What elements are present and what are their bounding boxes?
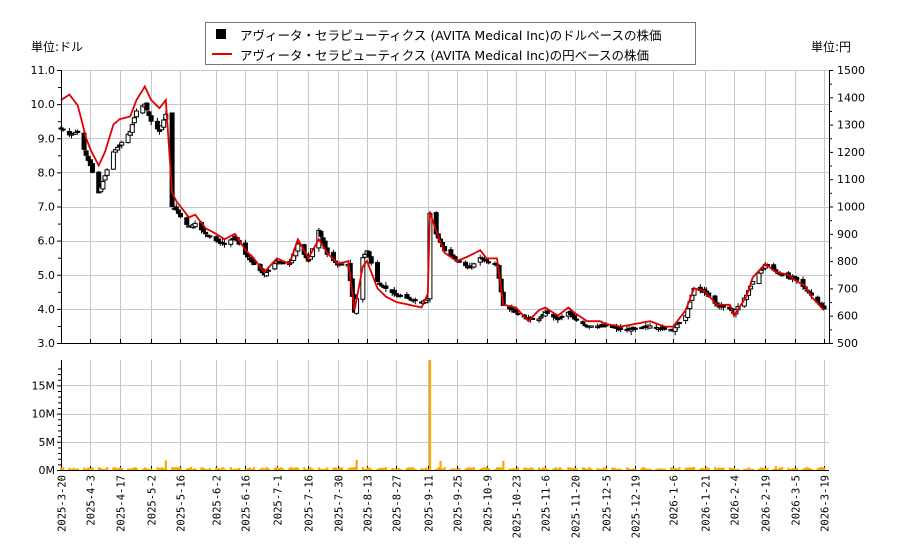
right-axis-tick-label: 600 [837, 310, 858, 323]
axes [57, 70, 833, 471]
x-axis-date-label: 2025-9-11 [424, 475, 436, 532]
right-axis-tick-label: 800 [837, 255, 858, 268]
left-axis-tick-label: 11.0 [31, 64, 56, 77]
usd-candlesticks [58, 102, 827, 336]
right-axis-tick-label: 700 [837, 282, 858, 295]
x-axis-date-label: 2026-2-4 [730, 475, 742, 526]
line-marker-icon [212, 53, 232, 55]
left-axis-tick-label: 6.0 [38, 235, 56, 248]
volume-axis-tick-label: 15M [32, 379, 56, 392]
legend-label-usd: アヴィータ・セラピューティクス (AVITA Medical Inc)のドルベー… [240, 27, 662, 43]
right-axis-tick-label: 1300 [837, 119, 865, 132]
x-axis-date-label: 2025-5-2 [147, 475, 159, 526]
x-axis-date-label: 2025-8-13 [363, 475, 375, 532]
left-axis-tick-label: 7.0 [38, 201, 56, 214]
x-axis-date-label: 2025-9-25 [453, 475, 465, 532]
x-axis-date-label: 2025-11-6 [541, 475, 553, 532]
volume-axis-tick-label: 5M [39, 436, 56, 449]
left-axis-tick-label: 3.0 [38, 337, 56, 350]
square-marker-icon [216, 29, 226, 39]
right-axis-tick-label: 1500 [837, 64, 865, 77]
x-axis-date-label: 2025-7-30 [334, 475, 346, 532]
x-axis-date-label: 2025-7-16 [304, 475, 316, 532]
x-axis-date-label: 2025-8-27 [392, 475, 404, 532]
volume-bars [60, 360, 826, 470]
x-axis-date-label: 2025-10-23 [512, 475, 524, 538]
chart-legend: アヴィータ・セラピューティクス (AVITA Medical Inc)のドルベー… [205, 22, 696, 65]
right-axis-unit-label: 単位:円 [811, 40, 852, 54]
x-axis-date-label: 2025-7-1 [273, 475, 285, 526]
left-axis-tick-label: 8.0 [38, 166, 56, 179]
x-axis-date-label: 2026-2-19 [761, 475, 773, 532]
x-axis-date-label: 2026-1-6 [669, 475, 681, 526]
left-axis-tick-label: 10.0 [31, 98, 56, 111]
x-axis-date-label: 2025-12-5 [602, 475, 614, 532]
volume-axis-tick-label: 0M [39, 464, 56, 477]
x-axis-date-label: 2025-6-16 [241, 475, 253, 532]
x-axis-date-label: 2026-3-19 [820, 475, 832, 532]
x-axis-date-label: 2026-3-5 [791, 475, 803, 526]
x-axis-date-label: 2025-4-17 [116, 475, 128, 532]
jpy-price-line [60, 84, 825, 328]
right-axis-tick-label: 1100 [837, 173, 865, 186]
left-axis-unit-label: 単位:ドル [31, 40, 84, 54]
legend-label-jpy: アヴィータ・セラピューティクス (AVITA Medical Inc)の円ベース… [240, 47, 649, 63]
grid-lines [61, 70, 829, 470]
right-axis-tick-label: 500 [837, 337, 858, 350]
x-axis-date-label: 2025-3-20 [57, 475, 69, 532]
x-axis-date-label: 2026-1-21 [701, 475, 713, 532]
x-axis-date-label: 2025-6-2 [212, 475, 224, 526]
legend-item-usd: アヴィータ・セラピューティクス (AVITA Medical Inc)のドルベー… [212, 24, 662, 44]
left-axis-tick-label: 5.0 [38, 269, 56, 282]
right-axis-tick-label: 1400 [837, 91, 865, 104]
left-axis-tick-label: 4.0 [38, 303, 56, 316]
x-axis-date-label: 2025-11-20 [571, 475, 583, 538]
volume-axis-tick-label: 10M [32, 408, 56, 421]
x-axis-date-label: 2025-4-3 [86, 475, 98, 526]
x-axis-date-label: 2025-12-19 [631, 475, 643, 538]
x-axis-date-label: 2025-10-9 [483, 475, 495, 532]
right-axis-tick-label: 1200 [837, 146, 865, 159]
x-axis-date-label: 2025-5-16 [176, 475, 188, 532]
left-axis-tick-label: 9.0 [38, 132, 56, 145]
right-axis-tick-label: 900 [837, 228, 858, 241]
legend-item-jpy: アヴィータ・セラピューティクス (AVITA Medical Inc)の円ベース… [212, 44, 649, 64]
right-axis-tick-label: 1000 [837, 201, 865, 214]
